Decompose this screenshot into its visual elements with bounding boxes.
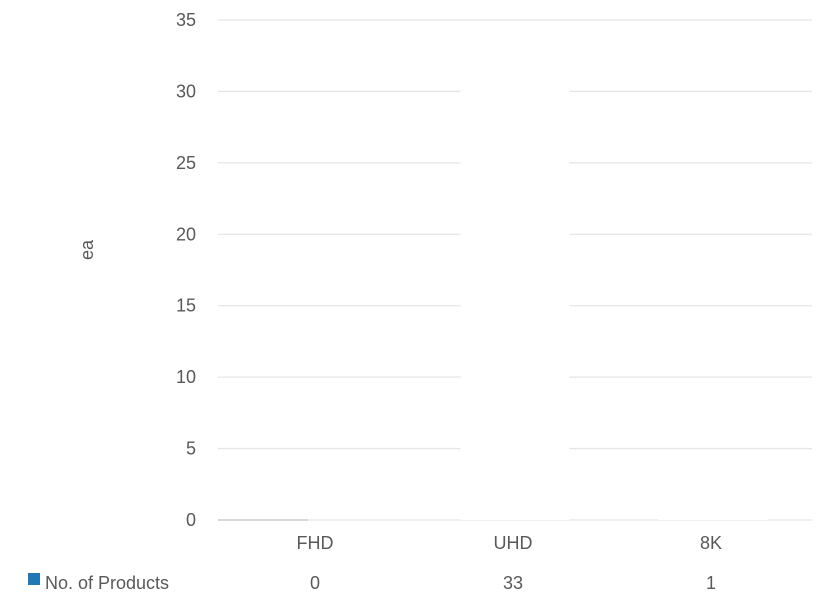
- x-category-label: FHD: [297, 533, 334, 553]
- data-table-values: 0 33 1: [310, 573, 716, 592]
- x-category-label: UHD: [494, 533, 533, 553]
- x-axis-category-labels: FHD UHD 8K: [297, 533, 723, 553]
- legend-swatch: [28, 573, 40, 585]
- y-axis-label: ea: [77, 239, 97, 260]
- y-tick-label: 10: [176, 367, 196, 387]
- y-axis-tick-labels: 0 5 10 15 20 25 30 35: [176, 10, 196, 530]
- x-category-label: 8K: [700, 533, 722, 553]
- bars: [460, 48, 768, 520]
- y-tick-label: 30: [176, 81, 196, 101]
- data-table-value: 1: [706, 573, 716, 592]
- bar: [658, 505, 768, 520]
- y-tick-label: 15: [176, 296, 196, 316]
- data-table: No. of Products 0 33 1: [28, 573, 716, 592]
- bar: [460, 48, 570, 520]
- data-table-value: 33: [503, 573, 523, 592]
- data-table-value: 0: [310, 573, 320, 592]
- y-tick-label: 20: [176, 224, 196, 244]
- y-tick-label: 0: [186, 510, 196, 530]
- y-tick-label: 35: [176, 10, 196, 30]
- legend-label: No. of Products: [45, 573, 169, 592]
- y-tick-label: 5: [186, 439, 196, 459]
- y-tick-label: 25: [176, 153, 196, 173]
